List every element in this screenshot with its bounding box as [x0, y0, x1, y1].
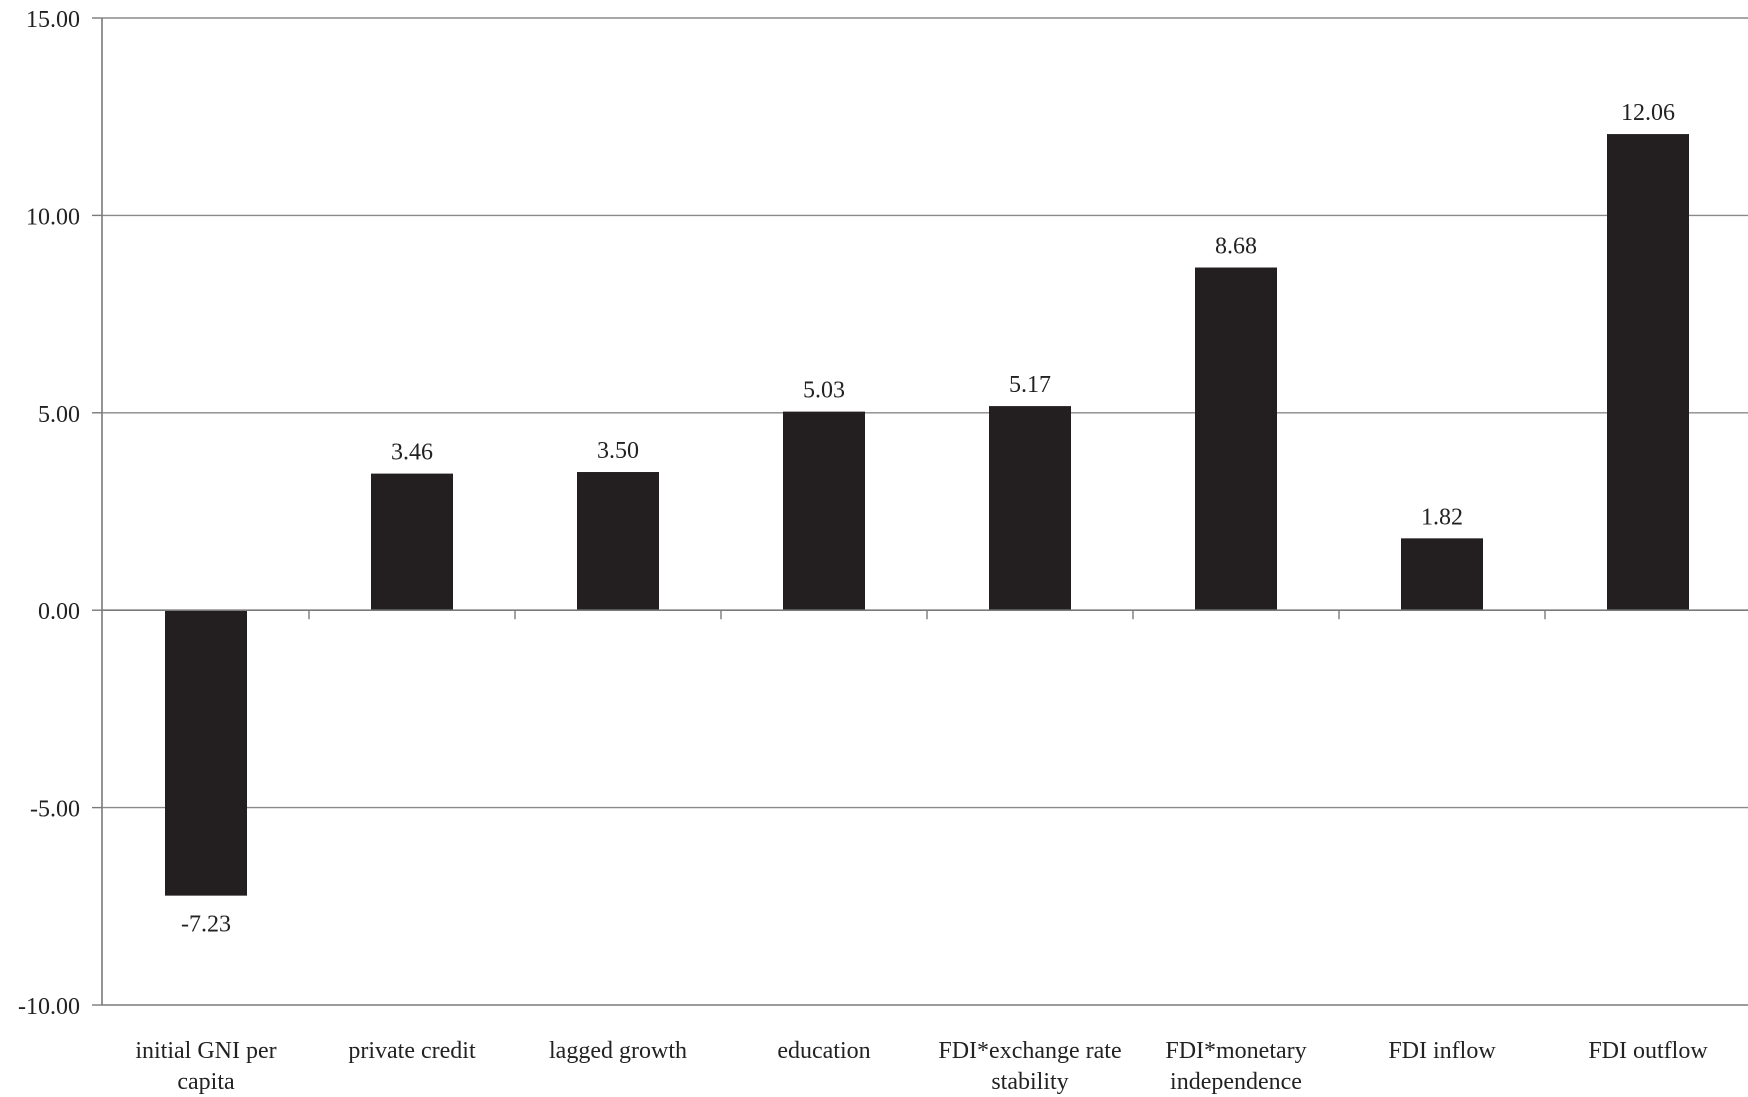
x-tick-label-line: FDI*monetary — [1165, 1038, 1306, 1064]
x-tick-label-line: private credit — [348, 1038, 476, 1064]
gridlines — [102, 17, 1748, 809]
x-tick-label-line: FDI inflow — [1388, 1038, 1496, 1064]
data-label: 3.50 — [597, 438, 639, 464]
bar — [1195, 267, 1277, 611]
data-label: 1.82 — [1421, 504, 1463, 530]
x-tick-label-line: FDI*exchange rate — [938, 1038, 1121, 1064]
y-tick-label: -5.00 — [30, 797, 80, 823]
bar — [1401, 538, 1483, 611]
bar — [1607, 134, 1689, 611]
data-label: 5.03 — [803, 378, 845, 404]
bar — [371, 473, 453, 611]
bar — [783, 411, 865, 611]
y-tick-label: -10.00 — [18, 994, 80, 1020]
x-tick-label: initial GNI per capita — [135, 1038, 276, 1095]
x-tick-label-line: independence — [1170, 1069, 1302, 1095]
data-label: 8.68 — [1215, 234, 1257, 260]
y-tick-label: 15.00 — [26, 7, 80, 33]
x-tick-label: lagged growth — [549, 1038, 687, 1064]
x-tick-label-line: FDI outflow — [1588, 1038, 1708, 1064]
x-tick-label: FDI*exchange rate stability — [938, 1038, 1121, 1095]
x-tick-label: FDI inflow — [1388, 1038, 1496, 1064]
axes — [92, 17, 1748, 1006]
data-labels: -7.23 3.46 3.50 5.03 5.17 8.68 1.82 12.06 — [181, 100, 1675, 938]
x-tick-label-line: education — [777, 1038, 870, 1064]
data-label: 3.46 — [391, 440, 433, 466]
y-tick-label: 5.00 — [38, 402, 80, 428]
x-tick-label-line: stability — [991, 1069, 1068, 1095]
x-tick-label-line: initial GNI per — [135, 1038, 276, 1064]
x-tick-label: FDI outflow — [1588, 1038, 1708, 1064]
x-tick-label: education — [777, 1038, 870, 1064]
x-tick-label-line: capita — [177, 1069, 235, 1095]
data-label: -7.23 — [181, 912, 231, 938]
bar — [165, 610, 247, 896]
x-tick-label: FDI*monetary independence — [1165, 1038, 1306, 1095]
bar — [989, 406, 1071, 611]
x-axis-tick-labels: initial GNI per capita private credit lagge… — [135, 1038, 1708, 1095]
data-label: 5.17 — [1009, 372, 1051, 398]
x-tick-label: private credit — [348, 1038, 476, 1064]
x-tick-label-line: lagged growth — [549, 1038, 687, 1064]
data-label: 12.06 — [1621, 100, 1675, 126]
y-tick-label: 0.00 — [38, 599, 80, 625]
bars — [165, 134, 1689, 896]
y-tick-label: 10.00 — [26, 204, 80, 230]
bar — [577, 472, 659, 611]
y-axis-tick-labels: 15.00 10.00 5.00 0.00 -5.00 -10.00 — [18, 7, 80, 1020]
